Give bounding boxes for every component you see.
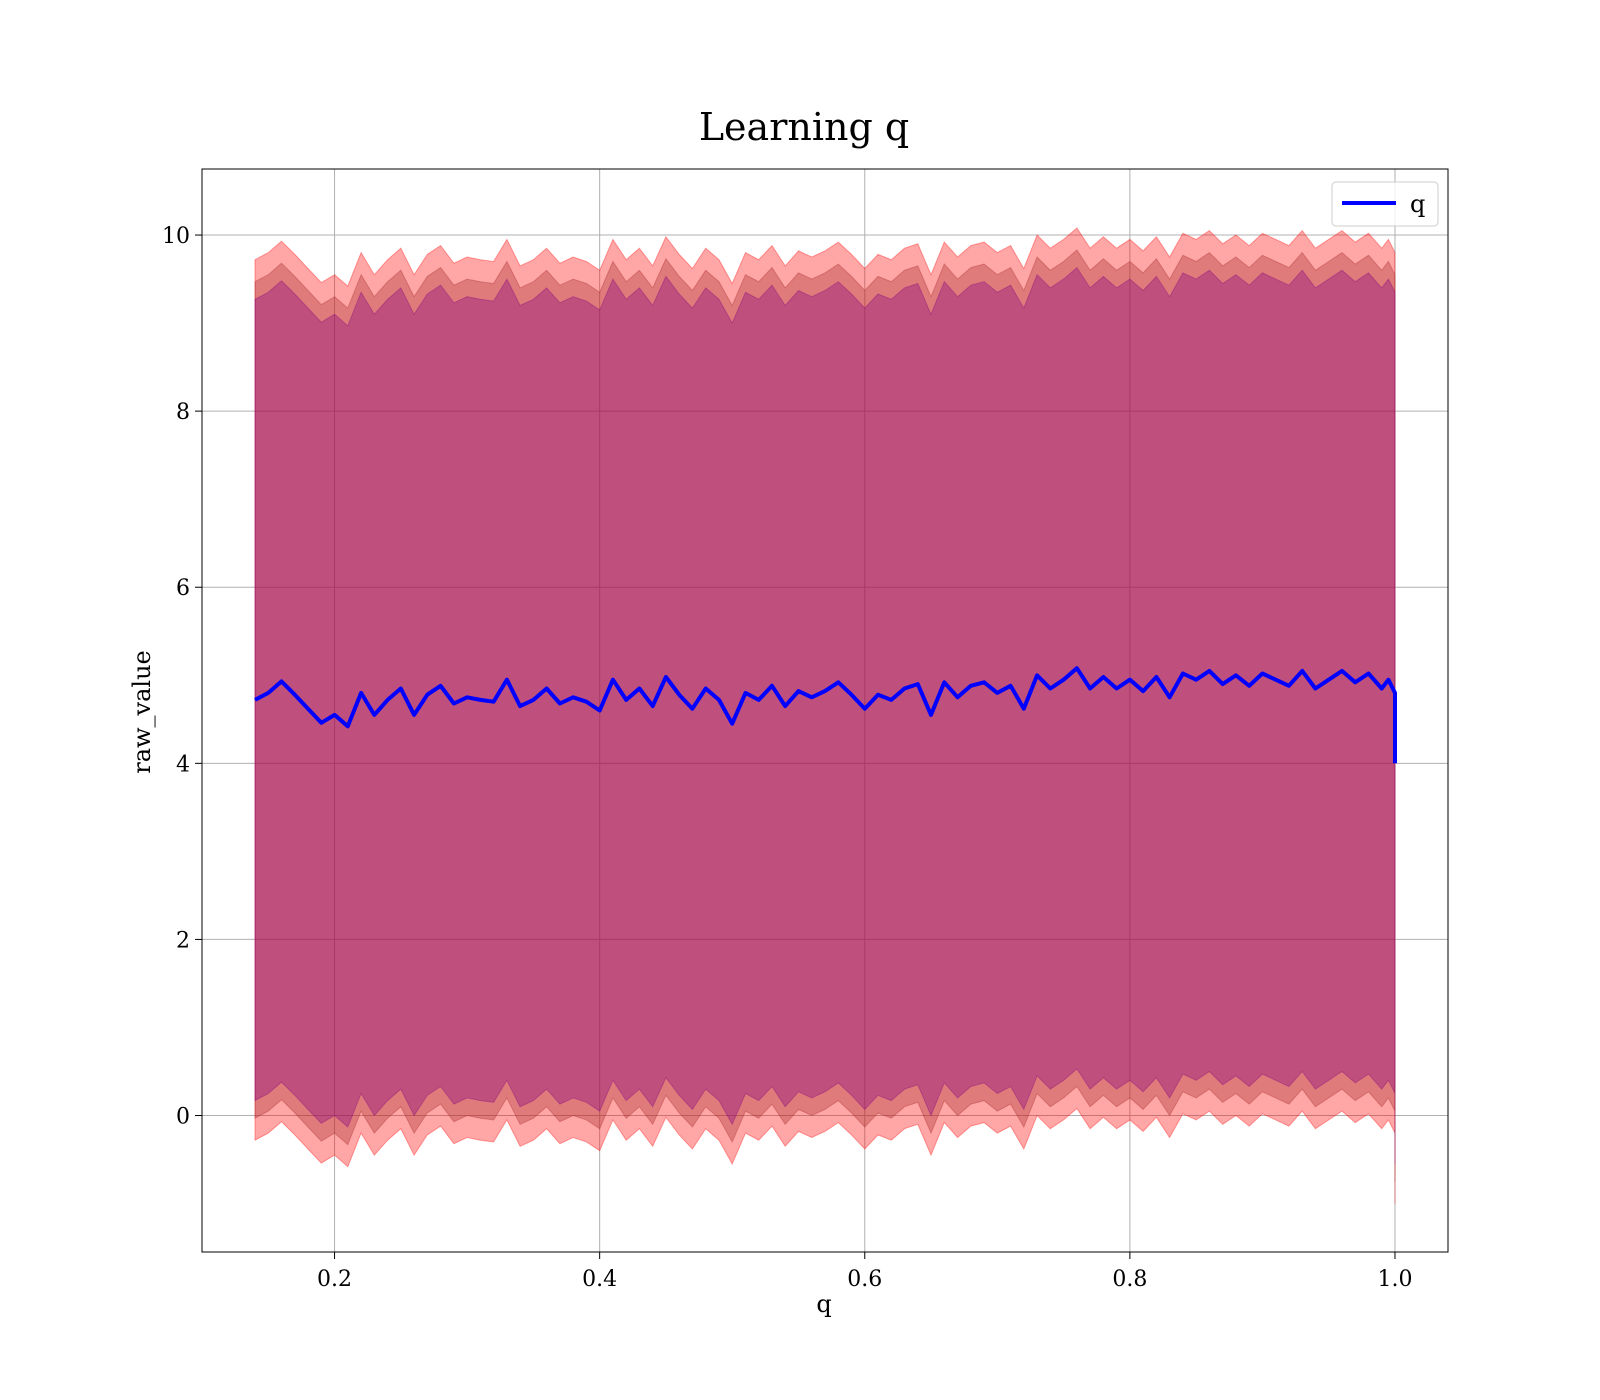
x-tick-label: 1.0 bbox=[1377, 1267, 1412, 1292]
confidence-band-1 bbox=[254, 227, 1396, 1204]
x-tick-label: 0.6 bbox=[847, 1267, 882, 1292]
y-axis-label: raw_value bbox=[128, 650, 156, 774]
confidence-band-3 bbox=[254, 266, 1396, 1164]
series-line-q bbox=[254, 666, 1397, 764]
plot-area: 0.2 0.4 0.6 0.8 1.0 0 2 4 6 8 10 bbox=[162, 168, 1449, 1292]
y-tick-label: 8 bbox=[176, 400, 190, 425]
plot-frame bbox=[201, 168, 1449, 1253]
x-tick-label: 0.2 bbox=[317, 1267, 352, 1292]
legend: q bbox=[1331, 181, 1439, 227]
x-axis-label: q bbox=[816, 1290, 831, 1318]
legend-label-q: q bbox=[1410, 190, 1425, 218]
x-tick-label: 0.4 bbox=[582, 1267, 617, 1292]
y-tick-label: 2 bbox=[176, 928, 190, 953]
y-tick-label: 6 bbox=[176, 576, 190, 601]
x-tick-label: 0.8 bbox=[1112, 1267, 1147, 1292]
confidence-band-2 bbox=[254, 249, 1396, 1182]
y-tick-label: 10 bbox=[162, 224, 190, 249]
y-tick-label: 0 bbox=[176, 1105, 190, 1130]
chart-title: Learning q bbox=[699, 105, 909, 149]
y-tick-label: 4 bbox=[176, 752, 190, 777]
